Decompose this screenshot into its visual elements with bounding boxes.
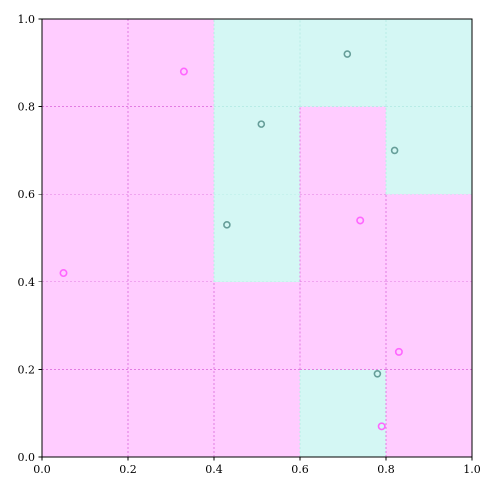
axes-frame [41,18,473,458]
region-cell-1 [214,281,300,457]
region-cells [42,19,472,457]
x-tick-label: 0.4 [205,463,223,476]
data-point-b-5 [223,221,231,229]
x-tick-label: 0.8 [377,463,395,476]
y-tick-label: 0.2 [18,363,36,376]
y-tick-label: 0.8 [18,101,36,114]
y-tick-label: 0.4 [18,276,36,289]
data-point-a-2 [356,216,365,225]
y-tick-label: 0.0 [18,451,36,464]
x-tick-label: 0.0 [33,463,51,476]
region-cell-2 [214,19,300,282]
region-cell-4 [300,106,386,370]
data-points [59,50,403,431]
x-tick-label: 1.0 [463,463,481,476]
axis-ticks: 0.0 0.2 0.4 0.6 0.8 1.0 0.0 0.2 0.4 0.6 0.8 1.0 [18,13,481,476]
data-point-a-0 [59,269,68,278]
data-point-a-1 [179,67,188,76]
y-tick-label: 0.6 [18,188,36,201]
data-point-a-4 [377,422,386,431]
region-cell-6 [386,194,472,457]
x-tick-label: 0.6 [291,463,309,476]
data-point-b-9 [373,369,382,378]
grid-lines [42,19,472,457]
region-cell-5 [300,19,386,107]
y-tick-label: 1.0 [18,13,36,26]
data-point-b-6 [257,120,266,128]
x-tick-label: 0.2 [119,463,137,476]
data-point-b-8 [390,146,399,155]
region-cell-3 [300,369,386,457]
data-point-b-7 [343,50,352,58]
data-point-a-3 [394,347,403,356]
region-cell-7 [386,19,472,195]
